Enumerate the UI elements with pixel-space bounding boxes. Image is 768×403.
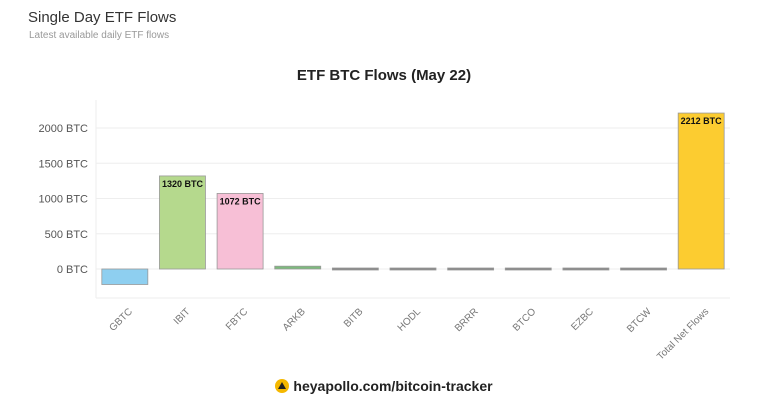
x-tick-label: EZBC	[569, 306, 596, 333]
bar-bitb[interactable]	[331, 267, 379, 271]
x-tick-label: BTCO	[511, 306, 539, 334]
x-tick-label: IBIT	[172, 306, 193, 327]
bar-hodl[interactable]	[389, 267, 437, 271]
bar-value-label: 1320 BTC	[162, 179, 204, 189]
bar-btcw[interactable]	[620, 267, 667, 271]
y-tick-label: 0 BTC	[57, 264, 88, 276]
bar-fbtc[interactable]	[216, 193, 264, 270]
apollo-logo-icon	[275, 379, 290, 393]
page-title: Single Day ETF Flows	[28, 9, 177, 26]
x-tick-label: GBTC	[108, 306, 135, 333]
bar-value-label: 2212 BTC	[681, 116, 723, 126]
bar-value-label: 1072 BTC	[220, 196, 262, 206]
footer-link[interactable]: heyapollo.com/bitcoin-tracker	[0, 378, 768, 394]
x-tick-label: ARKB	[281, 306, 308, 333]
x-tick-label: BITB	[342, 306, 366, 330]
footer-text: heyapollo.com/bitcoin-tracker	[293, 378, 493, 394]
bar-brrr[interactable]	[447, 267, 495, 271]
y-tick-label: 2000 BTC	[38, 123, 88, 135]
x-tick-label: HODL	[396, 306, 424, 334]
bar-ezbc[interactable]	[562, 267, 610, 271]
y-tick-label: 1000 BTC	[38, 194, 88, 206]
y-tick-label: 1500 BTC	[38, 158, 88, 170]
bar-gbtc[interactable]	[101, 268, 149, 285]
bar-total-net-flows[interactable]	[677, 112, 725, 270]
x-tick-label: BTCW	[625, 306, 654, 335]
chart-title: ETF BTC Flows (May 22)	[296, 67, 472, 84]
x-tick-label: FBTC	[224, 306, 250, 332]
y-tick-label: 500 BTC	[45, 229, 88, 241]
x-tick-label: Total Net Flows	[655, 306, 711, 362]
x-tick-label: BRRR	[453, 306, 481, 334]
bar-btco[interactable]	[504, 267, 552, 271]
page-subtitle: Latest available daily ETF flows	[29, 30, 170, 41]
bar-arkb[interactable]	[274, 265, 322, 270]
bar-ibit[interactable]	[159, 175, 206, 270]
